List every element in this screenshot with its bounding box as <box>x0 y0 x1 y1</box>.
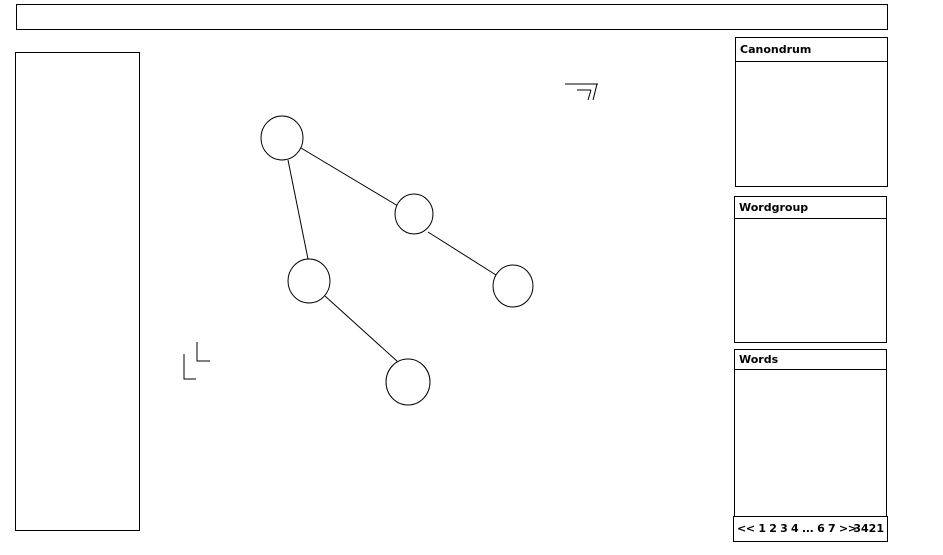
words-panel[interactable]: Words <box>734 349 887 518</box>
graph-node-2[interactable] <box>394 193 434 235</box>
graph-edge <box>427 231 497 276</box>
top-right-corner-mark <box>565 83 598 101</box>
graph-canvas[interactable] <box>150 40 720 540</box>
graph-node-5[interactable] <box>385 358 431 406</box>
graph-edge <box>324 295 399 363</box>
graph-node-4[interactable] <box>492 264 534 308</box>
canondrum-panel[interactable]: Canondrum <box>735 37 888 187</box>
words-panel-title: Words <box>735 350 886 370</box>
graph-node-1[interactable] <box>260 115 304 161</box>
canondrum-panel-title: Canondrum <box>736 38 887 62</box>
words-total-count: 3421 <box>853 522 884 535</box>
wordgroup-panel[interactable]: Wordgroup <box>734 196 887 343</box>
words-pagination: << 1 2 3 4 ... 6 7 >> 3421 <box>733 516 888 542</box>
pagination-links[interactable]: << 1 2 3 4 ... 6 7 >> <box>737 522 857 535</box>
graph-node-3[interactable] <box>287 258 331 304</box>
graph-edge <box>300 147 399 207</box>
bottom-left-corner-mark <box>183 342 210 380</box>
wordgroup-panel-title: Wordgroup <box>735 197 886 219</box>
left-sidebar-panel[interactable] <box>15 52 140 531</box>
top-toolbar[interactable] <box>16 4 888 30</box>
graph-edge <box>287 159 309 260</box>
